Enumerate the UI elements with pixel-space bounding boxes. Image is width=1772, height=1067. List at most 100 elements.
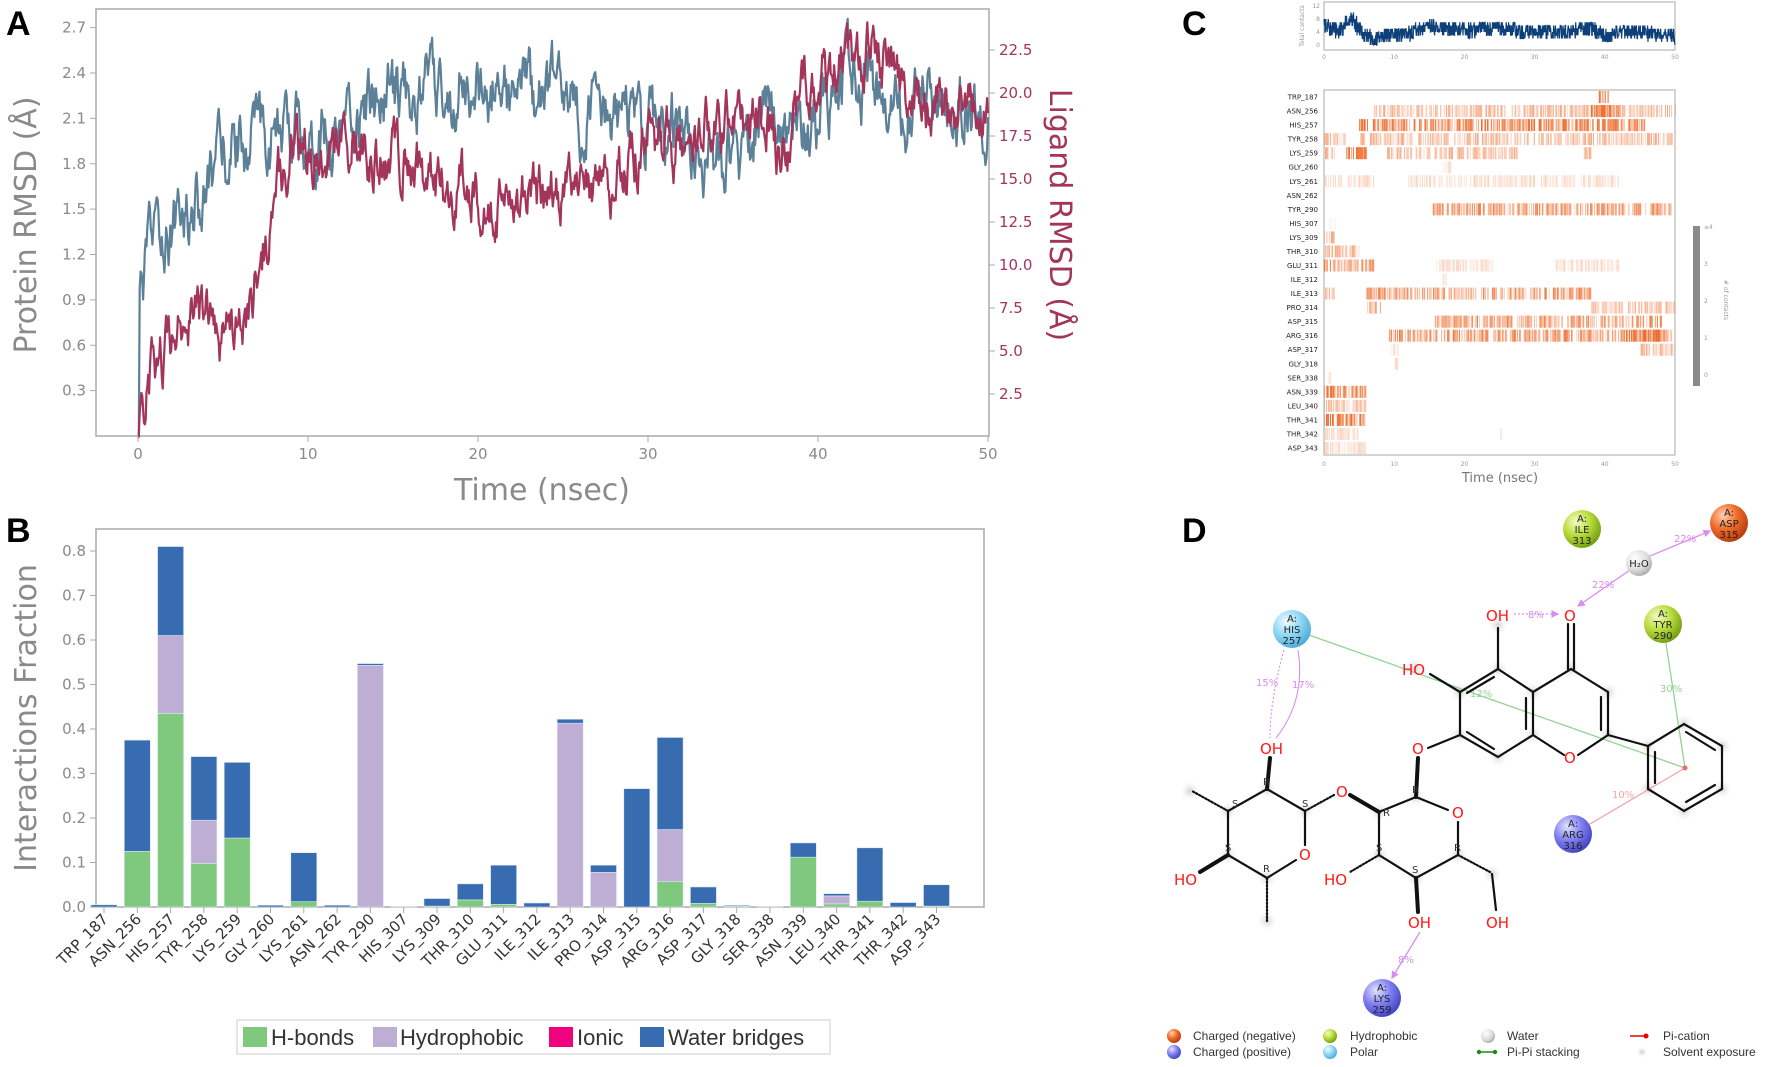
heatmap-cell [1367, 175, 1368, 187]
heatmap-cell [1334, 133, 1335, 145]
residue-row-label: TRP_187 [1287, 94, 1318, 102]
residue-name: TYR [1652, 620, 1672, 631]
panel-label-b: B [6, 512, 31, 550]
heatmap-cell [1356, 400, 1357, 412]
heatmap-cell [1564, 330, 1565, 342]
x-tick-label: 0 [133, 445, 143, 463]
heatmap-cell [1444, 288, 1445, 300]
heatmap-cell [1387, 105, 1388, 117]
heatmap-cell [1368, 259, 1369, 271]
heatmap-cell [1550, 175, 1551, 187]
heatmap-cell [1580, 105, 1581, 117]
heatmap-cell [1631, 330, 1632, 342]
heatmap-cell [1594, 105, 1595, 117]
heatmap-cell [1398, 119, 1399, 131]
heatmap-cell [1587, 330, 1588, 342]
heatmap-cell [1358, 175, 1359, 187]
heatmap-cell [1418, 133, 1419, 145]
heatmap-cell [1559, 119, 1560, 131]
heatmap-cell [1587, 316, 1588, 328]
heatmap-cell [1532, 105, 1533, 117]
heatmap-cell [1467, 316, 1468, 328]
heatmap-cell [1622, 203, 1623, 215]
heatmap-cell [1547, 330, 1548, 342]
heatmap-cell [1657, 330, 1658, 342]
heatmap-cell [1660, 302, 1661, 314]
heatmap-cell [1328, 414, 1329, 426]
heatmap-cell [1327, 133, 1328, 145]
x-tick-label: 20 [468, 445, 487, 463]
heatmap-cell [1442, 119, 1443, 131]
heatmap-cell [1534, 133, 1535, 145]
heatmap-cell [1558, 133, 1559, 145]
heatmap-cell [1374, 288, 1375, 300]
heatmap-cell [1468, 288, 1469, 300]
heatmap-cell [1550, 119, 1551, 131]
heatmap-cell [1396, 147, 1397, 159]
heatmap-cell [1638, 316, 1639, 328]
heatmap-cell [1347, 259, 1348, 271]
heatmap-cell [1467, 105, 1468, 117]
heatmap-cell [1333, 400, 1334, 412]
heatmap-cell [1639, 119, 1640, 131]
heatmap-cell [1633, 330, 1634, 342]
heatmap-cell [1519, 288, 1520, 300]
heatmap-cell [1513, 203, 1514, 215]
heatmap-cell [1641, 105, 1642, 117]
heatmap-cell [1446, 316, 1447, 328]
heatmap-cell [1644, 330, 1645, 342]
heatmap-cell [1499, 119, 1500, 131]
heatmap-cell [1409, 330, 1410, 342]
heatmap-cell [1552, 316, 1553, 328]
heatmap-cell [1365, 147, 1366, 159]
heatmap-cell [1437, 288, 1438, 300]
heatmap-cell [1413, 105, 1414, 117]
heatmap-cell [1471, 288, 1472, 300]
heatmap-cell [1413, 175, 1414, 187]
heatmap-cell [1579, 133, 1580, 145]
heatmap-cell [1662, 344, 1663, 356]
heatmap-cell [1598, 203, 1599, 215]
heatmap-cell [1491, 133, 1492, 145]
heatmap-cell [1469, 316, 1470, 328]
heatmap-cell [1487, 316, 1488, 328]
heatmap-cell [1505, 105, 1506, 117]
heatmap-cell [1371, 288, 1372, 300]
pct-label: 10% [1612, 790, 1634, 801]
heatmap-cell [1559, 105, 1560, 117]
heatmap-cell [1599, 119, 1600, 131]
heatmap-cell [1567, 119, 1568, 131]
heatmap-cell [1465, 288, 1466, 300]
ring-centroid [1683, 766, 1688, 771]
heatmap-cell [1324, 259, 1325, 271]
heatmap-cell [1616, 203, 1617, 215]
heatmap-cell [1614, 330, 1615, 342]
heatmap-cell [1672, 133, 1673, 145]
heatmap-cell [1491, 119, 1492, 131]
solvent-exposure-halo [1179, 780, 1201, 802]
heatmap-cell [1505, 119, 1506, 131]
heatmap-cell [1508, 316, 1509, 328]
heatmap-cell [1437, 316, 1438, 328]
heatmap-cell [1336, 400, 1337, 412]
heatmap-cell [1618, 105, 1619, 117]
heatmap-cell [1514, 119, 1515, 131]
heatmap-cell [1579, 119, 1580, 131]
heatmap-cell [1460, 147, 1461, 159]
heatmap-cell [1640, 316, 1641, 328]
bar-hbonds [491, 904, 517, 907]
heatmap-cell [1462, 259, 1463, 271]
heatmap-cell [1354, 442, 1355, 454]
residue-name: HIS [1284, 625, 1301, 636]
heatmap-cell [1500, 288, 1501, 300]
y-tick-label: 1.8 [62, 155, 86, 173]
heatmap-cell [1391, 344, 1392, 356]
heatmap-cell [1612, 259, 1613, 271]
heatmap-cell [1533, 175, 1534, 187]
heatmap-cell [1404, 119, 1405, 131]
heatmap-cell [1525, 330, 1526, 342]
heatmap-cell [1530, 288, 1531, 300]
heatmap-cell [1499, 203, 1500, 215]
heatmap-cell [1462, 133, 1463, 145]
heatmap-cell [1449, 119, 1450, 131]
